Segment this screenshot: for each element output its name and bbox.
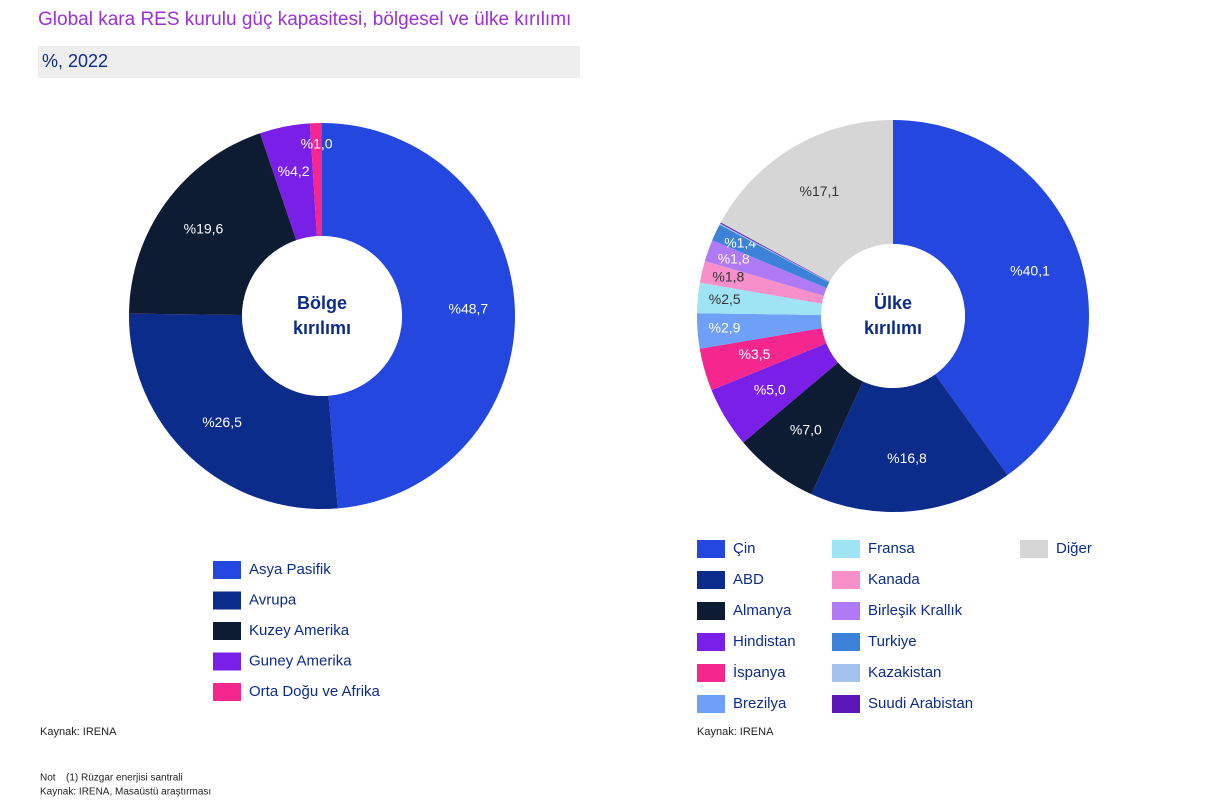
legend-swatch [213, 683, 241, 701]
legend-label: Fransa [868, 540, 915, 557]
subtitle: %, 2022 [42, 51, 108, 71]
slice [712, 224, 830, 289]
center-label: kırılımı [293, 318, 351, 338]
legend-swatch [832, 602, 860, 620]
legend-label: Brezilya [733, 695, 787, 712]
center-label: Ülke [874, 293, 912, 313]
legend-swatch [697, 571, 725, 589]
chart-source: Kaynak: IRENA [697, 726, 774, 738]
legend-label: Guney Amerika [249, 652, 352, 669]
value-label: %2,5 [709, 291, 741, 307]
footer-source: Kaynak: IRENA, Masaüstü araştırması [40, 787, 211, 798]
value-label: %4,2 [278, 163, 310, 179]
value-label: %3,5 [739, 346, 771, 362]
legend-label: ABD [733, 571, 764, 588]
value-label: %2,9 [709, 320, 741, 336]
note: (1) Rüzgar enerjisi santrali [66, 773, 183, 784]
legend-label: Kanada [868, 571, 920, 588]
legend-swatch [832, 695, 860, 713]
slice [129, 313, 338, 510]
value-label: %48,7 [449, 301, 489, 317]
value-label: %40,1 [1010, 262, 1050, 278]
slice [260, 123, 317, 241]
legend-label: Kazakistan [868, 664, 941, 681]
value-label: %19,6 [184, 221, 224, 237]
slice [699, 328, 827, 391]
slice [720, 119, 893, 282]
legend-label: Avrupa [249, 591, 297, 608]
legend-swatch [213, 622, 241, 640]
value-label: %1,0 [301, 135, 333, 151]
legend-swatch [832, 571, 860, 589]
donut-hole [242, 236, 402, 396]
legend-swatch [697, 633, 725, 651]
legend-label: Diğer [1056, 540, 1092, 557]
legend-label: İspanya [733, 663, 786, 681]
legend-swatch [697, 664, 725, 682]
value-label: %1,8 [718, 250, 750, 266]
legend-swatch [832, 633, 860, 651]
value-label: %5,0 [754, 381, 786, 397]
legend-label: Turkiye [868, 633, 917, 650]
slice [719, 223, 830, 283]
slice [697, 313, 823, 349]
legend-swatch [697, 695, 725, 713]
legend-swatch [1020, 540, 1048, 558]
donut-hole [821, 244, 965, 388]
slice [711, 343, 838, 443]
value-label: %7,0 [790, 421, 822, 437]
legend-swatch [213, 561, 241, 579]
chart-source: Kaynak: IRENA [40, 726, 117, 738]
legend-swatch [213, 591, 241, 610]
slice [704, 240, 827, 296]
center-label: Bölge [297, 293, 347, 313]
slice [322, 123, 516, 509]
note-label: Not [40, 773, 56, 784]
legend-swatch [213, 652, 241, 671]
legend-swatch [832, 664, 860, 682]
value-label: %17,1 [800, 183, 840, 199]
legend-label: Orta Doğu ve Afrika [249, 683, 381, 700]
slice [309, 123, 322, 237]
legend-label: Birleşik Krallık [868, 602, 963, 619]
value-label: %26,5 [202, 414, 242, 430]
center-label: kırılımı [864, 318, 922, 338]
slice [893, 120, 1090, 476]
slice [720, 222, 830, 283]
title: Global kara RES kurulu güç kapasitesi, b… [38, 9, 571, 30]
slice [743, 362, 863, 495]
slice [129, 133, 297, 315]
legend-label: Kuzey Amerika [249, 622, 350, 639]
legend-swatch [832, 540, 860, 558]
legend-label: Suudi Arabistan [868, 695, 973, 712]
legend-label: Çin [733, 540, 756, 557]
value-label: %16,8 [887, 450, 927, 466]
legend-label: Asya Pasifik [249, 561, 331, 578]
slice [699, 261, 824, 304]
slice [697, 282, 823, 315]
legend-swatch [697, 540, 725, 558]
slice [811, 374, 1008, 512]
legend-label: Hindistan [733, 633, 796, 650]
legend-swatch [697, 602, 725, 620]
value-label: %1,8 [712, 269, 744, 285]
subtitle-box [38, 46, 580, 78]
legend-label: Almanya [733, 602, 792, 619]
